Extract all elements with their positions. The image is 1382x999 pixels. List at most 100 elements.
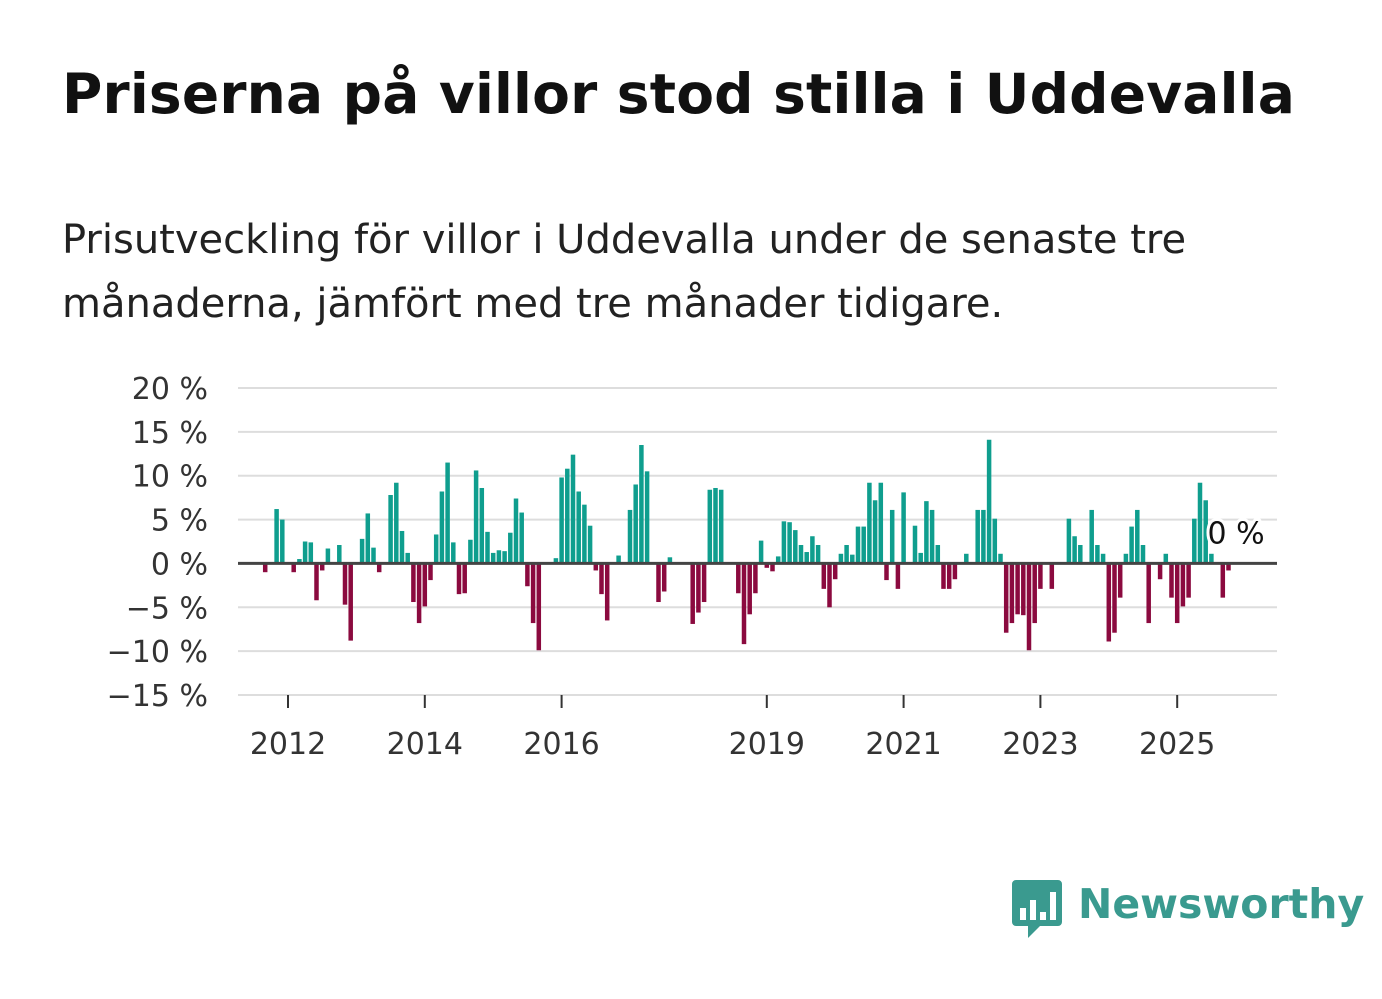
bar xyxy=(1140,545,1146,564)
bar xyxy=(815,545,821,564)
x-axis: 2012 2014 2016 2019 2021 2023 2025 xyxy=(250,695,1215,762)
bar xyxy=(1078,545,1083,564)
last-value-label: 0 % xyxy=(1208,516,1265,551)
bar xyxy=(1009,563,1015,624)
bar xyxy=(451,542,456,564)
bar xyxy=(798,545,804,564)
newsworthy-brand: Newsworthy xyxy=(1010,878,1364,942)
bar xyxy=(964,553,969,564)
bar xyxy=(302,541,308,564)
bar xyxy=(399,530,405,564)
bar xyxy=(1049,563,1055,589)
bar xyxy=(376,563,382,573)
bar xyxy=(741,563,747,645)
bar xyxy=(565,468,570,564)
bar xyxy=(661,563,667,592)
bar xyxy=(593,563,599,571)
y-tick-label: 5 % xyxy=(151,504,208,539)
bar xyxy=(479,487,485,564)
bar xyxy=(924,501,929,564)
y-tick-label: −5 % xyxy=(126,591,208,626)
bar xyxy=(1117,563,1123,598)
bar xyxy=(1146,563,1151,624)
bar xyxy=(1192,518,1197,564)
bar xyxy=(736,563,741,594)
bar xyxy=(519,512,524,564)
x-tick-label: 2014 xyxy=(387,727,463,762)
bar xyxy=(713,487,718,564)
bar xyxy=(781,521,787,564)
y-tick-label: 20 % xyxy=(132,372,208,407)
bar xyxy=(1021,563,1026,616)
bar xyxy=(775,556,781,564)
bar xyxy=(929,509,935,564)
bar xyxy=(496,550,502,564)
bar xyxy=(1186,563,1191,598)
bar xyxy=(627,509,633,564)
bar xyxy=(1163,553,1169,564)
bar xyxy=(513,498,519,564)
bar xyxy=(1032,563,1037,624)
bar xyxy=(878,482,884,564)
y-tick-label: −10 % xyxy=(107,635,208,670)
y-axis: 20 % 15 % 10 % 5 % 0 % −5 % −10 % −15 % xyxy=(107,372,208,714)
bar xyxy=(1220,563,1226,598)
bar xyxy=(1026,563,1032,651)
bar xyxy=(901,492,906,564)
bar xyxy=(1226,563,1231,571)
bar xyxy=(371,547,376,564)
bar xyxy=(827,563,832,608)
bar xyxy=(986,439,992,564)
bar xyxy=(359,538,365,564)
bar xyxy=(1169,563,1174,598)
bar xyxy=(1157,563,1163,580)
x-tick-label: 2023 xyxy=(1002,727,1078,762)
bar xyxy=(753,563,758,594)
bar xyxy=(411,563,416,603)
bar xyxy=(918,552,923,564)
bar xyxy=(998,553,1003,564)
bar xyxy=(445,462,450,564)
bar xyxy=(280,519,285,564)
bar xyxy=(388,495,393,564)
bar xyxy=(616,555,621,564)
bar xyxy=(576,491,581,564)
bar xyxy=(787,522,792,564)
bar xyxy=(690,563,695,624)
bar xyxy=(502,551,507,564)
bar xyxy=(405,552,410,564)
newsworthy-logo-icon xyxy=(1012,880,1062,938)
bar xyxy=(793,530,798,564)
bar xyxy=(667,557,673,564)
bar xyxy=(319,563,325,571)
bar xyxy=(707,489,713,564)
bar xyxy=(832,563,838,580)
bar xyxy=(850,554,855,564)
bar xyxy=(439,491,445,564)
bar xyxy=(337,545,342,564)
bar xyxy=(1129,526,1134,564)
bar xyxy=(1174,563,1180,624)
bar xyxy=(422,563,428,607)
bar xyxy=(1015,563,1020,615)
bar xyxy=(696,563,701,613)
bar xyxy=(274,509,279,564)
bar xyxy=(838,553,844,564)
bar xyxy=(861,526,866,564)
bar xyxy=(536,563,542,651)
bar xyxy=(895,563,901,589)
bar xyxy=(975,509,980,564)
brand-name: Newsworthy xyxy=(1078,880,1365,928)
bar xyxy=(889,509,895,564)
bar xyxy=(485,531,490,564)
bar xyxy=(867,482,872,564)
bar-series xyxy=(262,439,1231,651)
bar xyxy=(747,563,752,615)
bar xyxy=(992,518,998,564)
bar xyxy=(530,563,536,624)
bar xyxy=(1135,509,1140,564)
page-subtitle: Prisutveckling för villor i Uddevalla un… xyxy=(62,217,1187,327)
bar xyxy=(855,526,861,564)
bar xyxy=(416,563,422,624)
